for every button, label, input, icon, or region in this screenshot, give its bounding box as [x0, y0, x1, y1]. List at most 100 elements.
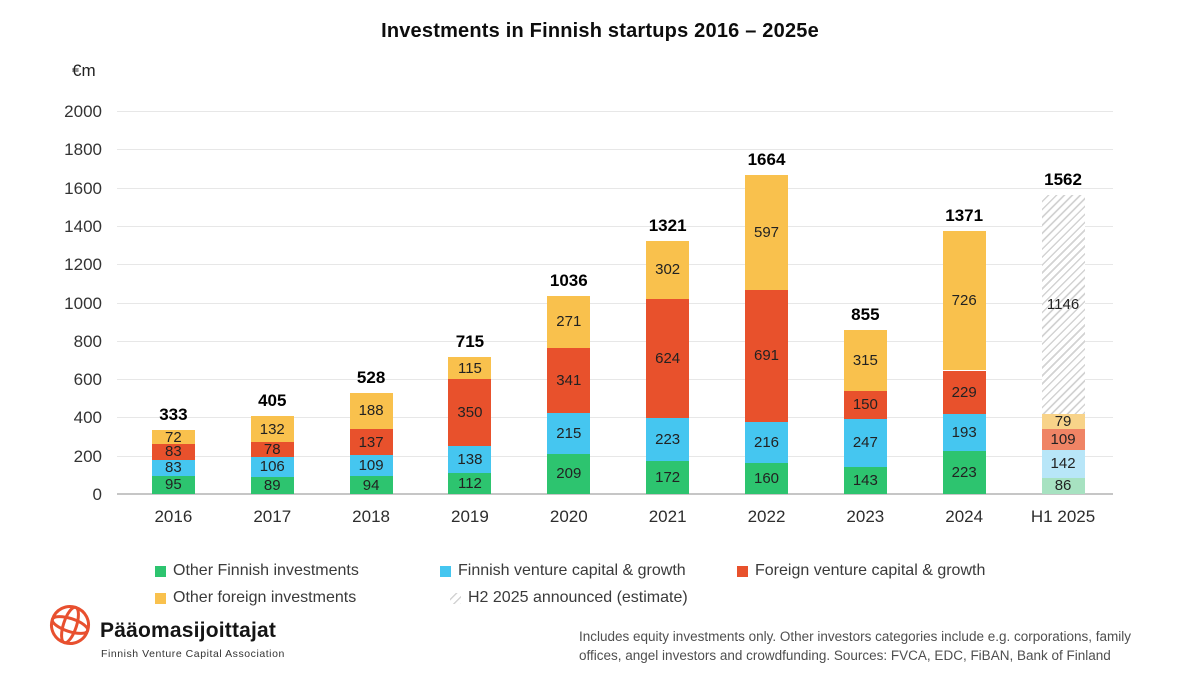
legend-label: Foreign venture capital & growth	[755, 562, 986, 579]
segment-value-label: 223	[655, 431, 681, 449]
y-axis-tick-1200: 1200	[64, 255, 102, 275]
segment-value-label: 86	[1054, 477, 1072, 495]
gridline-1400	[117, 225, 1113, 227]
segment-value-label: 315	[852, 351, 878, 369]
bar-segment-2019-series0: 112	[448, 472, 492, 494]
segment-value-label: 83	[165, 443, 182, 461]
legend-item-foreign-vc: Foreign venture capital & growth	[737, 562, 985, 580]
legend-label: Other foreign investments	[173, 589, 357, 606]
bar-total-H1-2025: 1562	[1044, 169, 1082, 189]
legend-swatch-blue	[440, 565, 451, 577]
y-axis-unit-label: €m	[72, 61, 96, 80]
globe-logo-icon	[50, 605, 90, 645]
segment-value-label: 188	[358, 402, 384, 420]
bar-segment-H1-2025-series4: 1146	[1041, 194, 1085, 415]
bar-segment-2017-series3: 132	[250, 416, 294, 442]
segment-value-label: 79	[1054, 413, 1072, 431]
bar-segment-2017-series0: 89	[250, 476, 294, 494]
bar-segment-H1-2025-series3: 79	[1041, 413, 1085, 431]
bar-segment-2024-series2: 229	[942, 370, 986, 415]
y-axis-tick-2000: 2000	[64, 102, 102, 121]
bar-total-2022: 1664	[747, 150, 786, 170]
y-axis-tick-1800: 1800	[64, 140, 102, 160]
gridline-0	[117, 493, 1113, 495]
legend-item-other-foreign: Other foreign investments	[155, 589, 356, 607]
logo-subtitle: Finnish Venture Capital Association	[101, 648, 285, 660]
segment-value-label: 95	[165, 476, 182, 494]
y-axis-tick-600: 600	[73, 370, 102, 390]
segment-value-label: 72	[165, 428, 182, 446]
bar-segment-2019-series3: 115	[448, 357, 492, 380]
segment-value-label: 143	[852, 471, 878, 489]
y-axis-tick-0: 0	[92, 485, 102, 504]
footnote: Includes equity investments only. Other …	[579, 628, 1131, 666]
bar-segment-2023-series2: 150	[843, 390, 887, 420]
segment-value-label: 1146	[1046, 296, 1080, 314]
segment-value-label: 138	[457, 450, 483, 468]
bar-total-2016: 333	[159, 405, 188, 425]
segment-value-label: 142	[1050, 455, 1076, 473]
segment-value-label: 216	[753, 434, 780, 452]
x-axis-tick-2016: 2016	[154, 507, 193, 526]
gridline-200	[117, 455, 1113, 457]
bar-segment-2022-series2: 691	[745, 289, 788, 422]
segment-value-label: 350	[457, 404, 483, 422]
bar-segment-2021-series2: 624	[646, 298, 690, 419]
chart-plot: 0 200 400 600 800 1000 1200 1400 1600 1800 2000 95 8…	[64, 103, 1113, 526]
bar-segment-2017-series2: 78	[250, 442, 294, 457]
segment-value-label: 106	[259, 458, 285, 476]
bar-segment-2022-series3: 597	[745, 175, 788, 290]
segment-value-label: 89	[263, 476, 281, 494]
segment-value-label: 83	[165, 459, 182, 477]
segment-value-label: 691	[753, 347, 780, 365]
segment-value-label: 115	[457, 359, 482, 377]
bar-segment-2017-series1: 106	[250, 456, 294, 477]
logo-title: Pääomasijoittajat	[100, 619, 277, 642]
legend-label: Finnish venture capital & growth	[458, 562, 686, 579]
chart-title: Investments in Finnish startups 2016 – 2…	[381, 20, 819, 42]
bar-segment-2024-series3: 726	[942, 231, 986, 371]
segment-value-label: 132	[259, 420, 285, 438]
bar-segment-2021-series1: 223	[646, 418, 690, 462]
gridline-800	[117, 340, 1113, 342]
bar-segment-H1-2025-series0: 86	[1041, 477, 1085, 495]
gridline-1000	[117, 302, 1113, 304]
gridline-2000	[117, 111, 1113, 112]
segment-value-label: 150	[852, 396, 878, 414]
x-axis-tick-2019: 2019	[451, 507, 489, 526]
bar-segment-H1-2025-series1: 142	[1041, 450, 1085, 478]
y-axis-tick-800: 800	[73, 331, 102, 351]
segment-value-label: 624	[655, 350, 681, 368]
segment-value-label: 112	[457, 474, 482, 492]
bar-segment-2022-series0: 160	[745, 463, 788, 494]
legend-item-other-finnish: Other Finnish investments	[155, 562, 359, 580]
bar-total-2021: 1321	[648, 216, 687, 236]
bar-segment-2016-series2: 83	[151, 443, 195, 461]
legend-swatch-yellow	[155, 592, 166, 604]
bar-segment-2021-series0: 172	[646, 461, 690, 494]
legend-swatch-red	[737, 565, 748, 577]
segment-value-label: 302	[655, 261, 681, 279]
x-axis-tick-2022: 2022	[747, 507, 786, 526]
bar-segment-2018-series1: 109	[349, 455, 393, 476]
bar-segment-2019-series1: 138	[448, 446, 492, 473]
bar-segment-2022-series1: 216	[745, 422, 788, 464]
gridline-1600	[117, 187, 1113, 189]
x-axis-tick-2018: 2018	[352, 507, 390, 526]
y-axis-tick-400: 400	[73, 408, 102, 428]
bar-segment-2020-series2: 341	[547, 347, 591, 413]
y-axis-tick-200: 200	[73, 446, 102, 466]
segment-value-label: 726	[951, 292, 977, 310]
segment-value-label: 223	[951, 464, 977, 482]
bar-total-2019: 715	[455, 332, 485, 352]
gridline-1800	[117, 149, 1113, 151]
footnote-line-1: Includes equity investments only. Other …	[579, 629, 1132, 644]
bar-total-2023: 855	[851, 305, 880, 325]
segment-value-label: 137	[358, 433, 384, 451]
y-axis-tick-1400: 1400	[64, 216, 102, 236]
x-axis-tick-2021: 2021	[648, 507, 687, 526]
segment-value-label: 172	[655, 469, 681, 487]
bar-segment-2020-series3: 271	[547, 295, 591, 348]
bar-segment-2020-series1: 215	[547, 412, 591, 454]
